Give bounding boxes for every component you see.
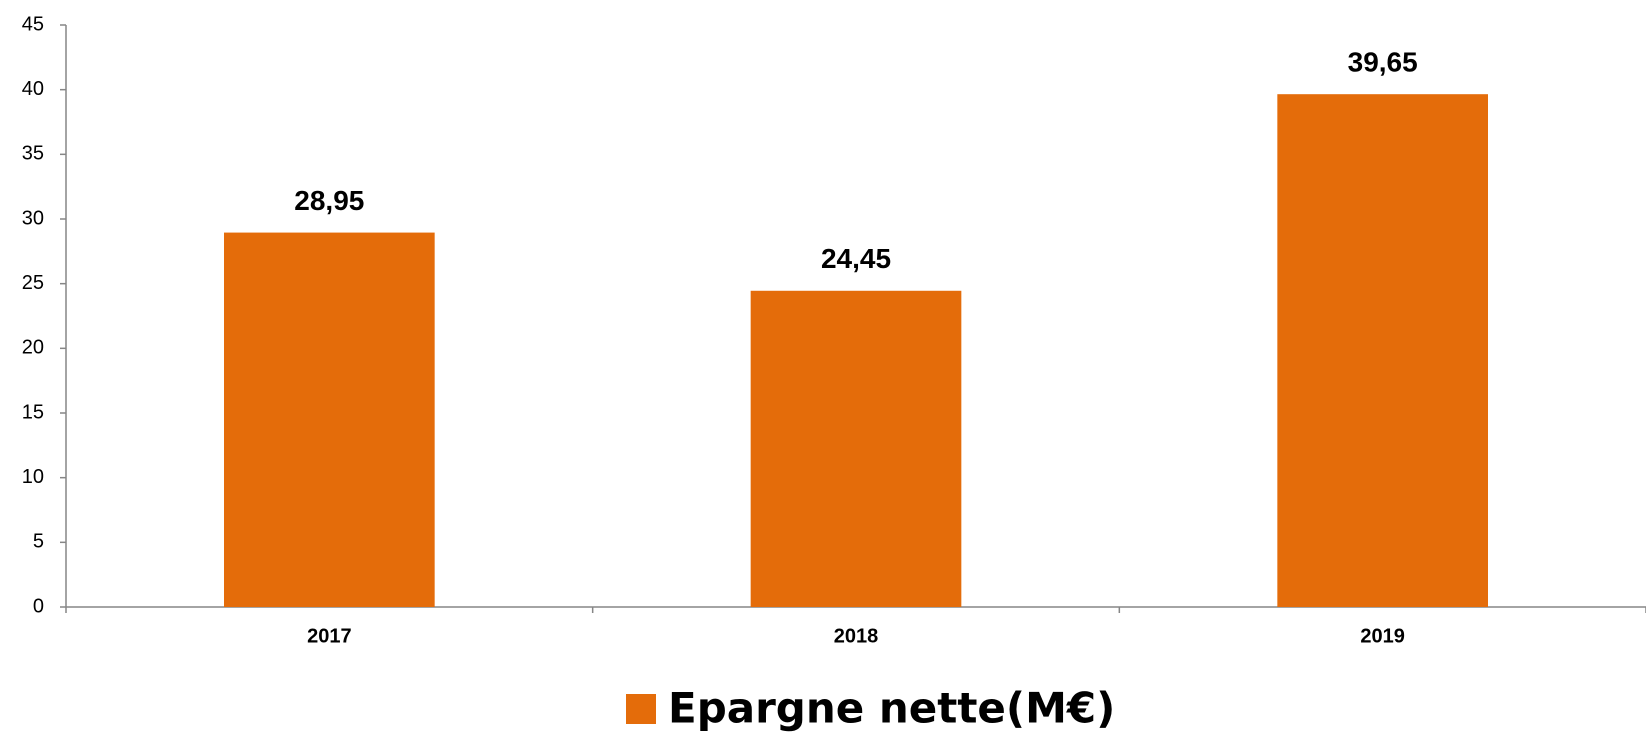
x-tick-label: 2018 [834,625,879,647]
y-tick-label: 20 [22,337,44,359]
y-tick-label: 40 [22,78,44,100]
x-tick-label: 2019 [1360,625,1405,647]
y-tick-label: 0 [33,595,44,617]
bar [1277,94,1488,607]
data-label: 28,95 [294,185,364,216]
data-label: 24,45 [821,243,891,274]
y-tick-label: 10 [22,466,44,488]
y-tick-label: 15 [22,401,44,423]
legend-swatch [626,694,656,724]
data-label: 39,65 [1348,47,1418,78]
legend-label: Epargne nette(M€) [668,684,1115,733]
y-tick-label: 35 [22,143,44,165]
y-tick-label: 5 [33,531,44,553]
y-tick-label: 25 [22,272,44,294]
x-tick-label: 2017 [307,625,352,647]
bar [224,232,435,607]
y-tick-label: 30 [22,207,44,229]
bar [750,290,962,607]
y-tick-label: 45 [22,13,44,35]
